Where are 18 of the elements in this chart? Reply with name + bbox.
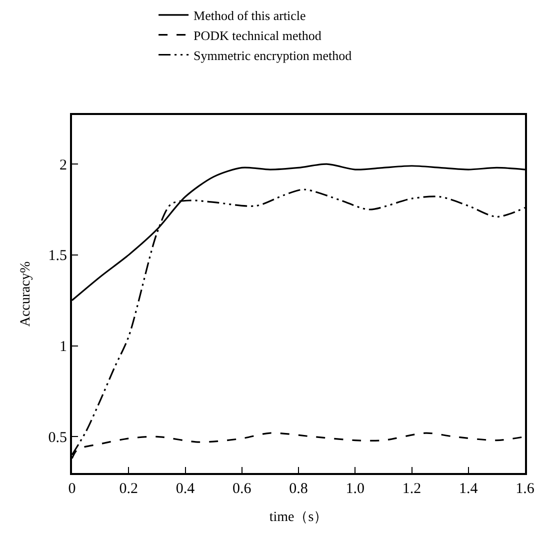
x-tick-label: 0.6 — [232, 481, 252, 497]
x-tick-label: 1.0 — [346, 481, 365, 497]
x-tick-label: 1.4 — [459, 481, 478, 497]
x-tick-label: 0.8 — [289, 481, 308, 497]
y-axis-title: Accuracy% — [18, 261, 34, 327]
x-tick-label: 0.4 — [176, 481, 196, 497]
y-tick-label: 1.5 — [48, 248, 67, 264]
x-tick-label: 0.2 — [119, 481, 138, 497]
x-tick-label: 1.6 — [516, 481, 535, 497]
legend-label: Symmetric encryption method — [194, 48, 352, 63]
y-tick-label: 0.5 — [48, 430, 67, 446]
legend-label: PODK technical method — [194, 28, 322, 43]
x-tick-label: 0 — [68, 481, 76, 497]
x-axis-title: time（s） — [269, 510, 328, 525]
y-tick-label: 2 — [60, 157, 67, 174]
legend-label: Method of this article — [194, 8, 306, 24]
x-tick-label: 1.2 — [402, 481, 422, 497]
y-tick-label: 1 — [60, 339, 67, 356]
